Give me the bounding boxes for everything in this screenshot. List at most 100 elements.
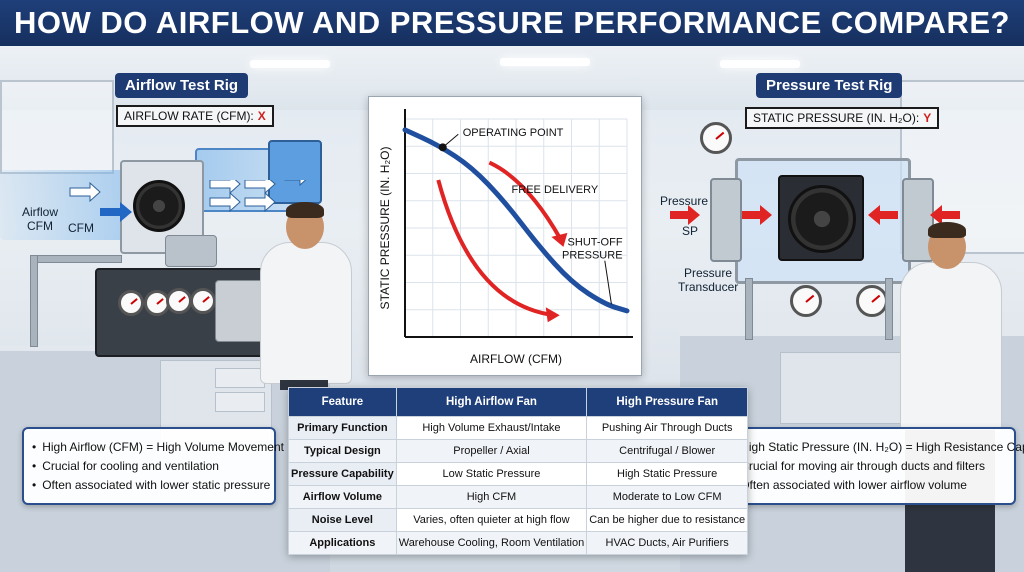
airflow-rig-label: Airflow Test Rig: [115, 73, 249, 98]
operating-point-leader: [442, 133, 459, 148]
performance-chart: OPERATING POINT FREE DELIVERY SHUT-OFF PRES…: [368, 96, 642, 376]
airflow-info-item: High Airflow (CFM) = High Volume Movemen…: [32, 440, 284, 454]
transducer-label-2: Transducer: [678, 280, 739, 294]
fan-stand: [165, 235, 217, 267]
table-cell: Low Static Pressure: [395, 462, 588, 486]
table-row: Airflow Volume High CFM Moderate to Low …: [288, 485, 749, 509]
table-row: Primary Function High Volume Exhaust/Int…: [288, 416, 749, 440]
lab-shelf: [0, 80, 114, 174]
table-cell: Pressure Capability: [288, 462, 397, 486]
table-cell: High Static Pressure: [586, 462, 749, 486]
sp-side-label: SP: [682, 224, 699, 238]
table-cell: Pushing Air Through Ducts: [586, 416, 749, 440]
table-cell: Moderate to Low CFM: [586, 485, 749, 509]
table-cell: Typical Design: [288, 439, 397, 463]
cfm-arrow-label: CFM: [68, 221, 94, 235]
gauge-icon: [166, 288, 192, 314]
table-header-row: Feature High Airflow Fan High Pressure F…: [288, 387, 749, 417]
pressure-readout-variable: Y: [923, 111, 932, 125]
table-cell: Airflow Volume: [288, 485, 397, 509]
table-header: High Airflow Fan: [395, 387, 588, 417]
pipe: [30, 255, 38, 347]
pipe: [30, 255, 122, 263]
scientist-right-hair: [928, 222, 966, 238]
gauge-icon: [190, 288, 216, 314]
table-header: High Pressure Fan: [586, 387, 749, 417]
table-cell: Noise Level: [288, 508, 397, 532]
drawer: [215, 392, 265, 412]
pressure-arrows: [670, 205, 960, 225]
table-cell: Applications: [288, 531, 397, 555]
pressure-info-item: Crucial for moving air through ducts and…: [730, 459, 1006, 473]
airflow-side-label: Airflow: [22, 205, 59, 219]
performance-curve: [402, 127, 630, 314]
gauge-icon: [856, 285, 888, 317]
page-title: HOW DO AIRFLOW AND PRESSURE PERFORMANCE …: [14, 5, 1010, 40]
pressure-readout: STATIC PRESSURE (IN. H₂O): Y: [745, 107, 940, 129]
chamber-leg: [885, 278, 893, 340]
table-cell: Varies, often quieter at high flow: [395, 508, 588, 532]
table-row: Applications Warehouse Cooling, Room Ven…: [288, 531, 749, 555]
scientist-right-coat: [900, 262, 1002, 434]
airflow-readout: AIRFLOW RATE (CFM): X: [116, 105, 274, 127]
annotation-label: PRESSURE: [562, 250, 623, 262]
title-bar: HOW DO AIRFLOW AND PRESSURE PERFORMANCE …: [0, 0, 1024, 46]
red-arrowhead: [545, 307, 560, 323]
control-box: [215, 280, 267, 342]
red-arrow: [488, 160, 563, 240]
pressure-rig-label: Pressure Test Rig: [756, 73, 903, 98]
cabinet: [780, 352, 922, 424]
comparison-table: Feature High Airflow Fan High Pressure F…: [288, 387, 749, 555]
annotation-label: OPERATING POINT: [463, 127, 564, 139]
red-arrow: [436, 179, 555, 318]
airflow-stream: [0, 170, 130, 240]
table-cell: Propeller / Axial: [395, 439, 588, 463]
chart-svg: OPERATING POINT FREE DELIVERY SHUT-OFF PRES…: [378, 109, 633, 366]
pressure-readout-label: STATIC PRESSURE (IN. H₂O):: [753, 111, 920, 125]
drawer: [215, 368, 265, 388]
ceiling-light: [250, 60, 330, 68]
airflow-readout-label: AIRFLOW RATE (CFM):: [124, 109, 254, 123]
scientist-left-legs: [280, 380, 328, 390]
airflow-arrows: [69, 180, 307, 222]
gauge-icon: [700, 122, 732, 154]
gauge-icon: [790, 285, 822, 317]
table-row: Typical Design Propeller / Axial Centrif…: [288, 439, 749, 463]
table-cell: Primary Function: [288, 416, 397, 440]
pressure-side-label: Pressure: [660, 194, 709, 208]
y-axis-label: STATIC PRESSURE (IN. H₂O): [378, 147, 392, 310]
pressure-info-item: High Static Pressure (IN. H₂O) = High Re…: [730, 440, 1024, 454]
annotation-label: FREE DELIVERY: [512, 184, 599, 196]
airflow-info-item: Often associated with lower static press…: [32, 478, 270, 492]
ceiling-light: [500, 58, 590, 66]
annotation-label: SHUT-OFF: [568, 236, 623, 248]
table-cell: Centrifugal / Blower: [586, 439, 749, 463]
chamber-flange-left: [710, 178, 742, 262]
airflow-info-item: Crucial for cooling and ventilation: [32, 459, 266, 473]
pressure-fan-icon: [788, 185, 856, 253]
scientist-left-coat: [260, 242, 352, 384]
table-cell: HVAC Ducts, Air Purifiers: [586, 531, 749, 555]
table-cell: Warehouse Cooling, Room Ventilation: [395, 531, 588, 555]
table-row: Pressure Capability Low Static Pressure …: [288, 462, 749, 486]
table-cell: High CFM: [395, 485, 588, 509]
transducer-label-1: Pressure: [684, 266, 733, 280]
airflow-fan-icon: [133, 180, 185, 232]
x-axis-label: AIRFLOW (CFM): [470, 352, 562, 366]
airflow-readout-variable: X: [257, 109, 266, 123]
table-header: Feature: [288, 387, 397, 417]
table-cell: Can be higher due to resistance: [586, 508, 749, 532]
pressure-info-item: Often associated with lower airflow volu…: [730, 478, 1006, 492]
pressure-info-box: High Static Pressure (IN. H₂O) = High Re…: [720, 427, 1024, 505]
airflow-info-box: High Airflow (CFM) = High Volume Movemen…: [22, 427, 284, 505]
table-row: Noise Level Varies, often quieter at hig…: [288, 508, 749, 532]
cfm-side-label: CFM: [27, 219, 53, 233]
shutoff-leader: [604, 260, 612, 305]
gauge-icon: [118, 290, 144, 316]
chamber-leg: [745, 278, 753, 340]
scientist-left-hair: [286, 202, 324, 218]
ceiling-light: [720, 60, 800, 68]
red-arrowhead: [551, 232, 568, 247]
table-cell: High Volume Exhaust/Intake: [395, 416, 588, 440]
